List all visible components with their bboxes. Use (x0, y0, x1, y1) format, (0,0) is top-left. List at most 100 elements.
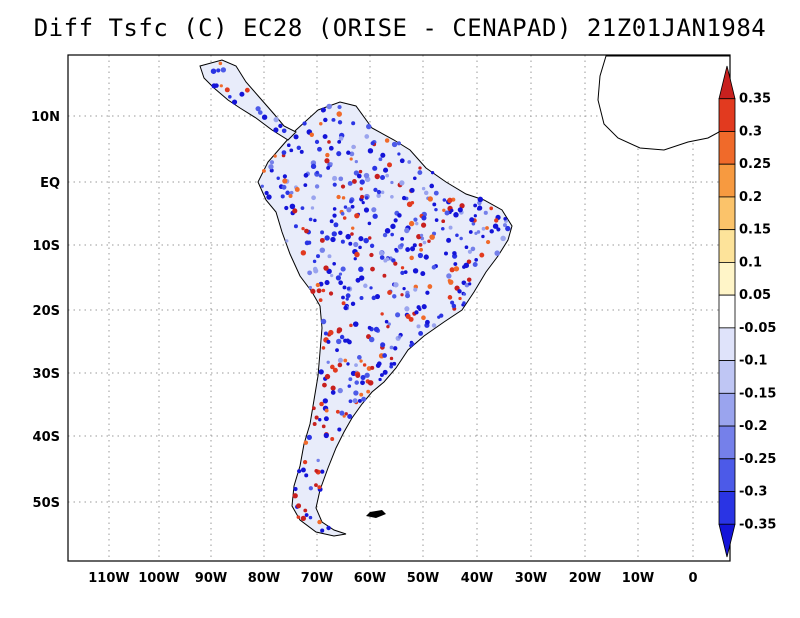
field-dot (328, 291, 334, 296)
field-dot (296, 503, 302, 509)
field-dot (353, 241, 359, 248)
field-dot (292, 208, 298, 214)
field-dot (281, 184, 287, 190)
field-dot (429, 234, 435, 240)
field-dot (447, 278, 451, 283)
field-dot (276, 176, 280, 180)
field-dot (392, 294, 397, 299)
field-dot (360, 194, 365, 199)
field-dot (224, 87, 230, 93)
field-dot (449, 267, 455, 273)
field-dot (473, 214, 477, 218)
field-dot (310, 163, 317, 170)
field-dot (218, 61, 223, 66)
field-dot (398, 335, 402, 339)
field-dot (300, 467, 306, 473)
lon-tick-label: 50W (407, 571, 439, 586)
field-dot (327, 254, 332, 259)
field-dot (458, 296, 462, 301)
field-dot (477, 205, 483, 211)
field-dot (431, 323, 437, 328)
field-dot (350, 301, 356, 307)
field-dot (421, 215, 427, 221)
field-dot (390, 232, 394, 237)
field-dot (351, 179, 357, 184)
field-dot (423, 190, 429, 196)
colorbar-label: 0.25 (739, 157, 771, 172)
field-dot (367, 221, 372, 226)
field-dot (446, 237, 452, 243)
field-dot (349, 199, 354, 204)
field-dot (288, 194, 293, 199)
field-dot (293, 224, 298, 229)
field-dot (410, 342, 415, 346)
field-dot (401, 195, 407, 201)
field-dot (395, 312, 401, 318)
colorbar-label: 0.3 (739, 124, 762, 139)
field-dot (364, 196, 369, 200)
field-dot (316, 458, 320, 463)
field-dot (442, 198, 447, 202)
field-dot (220, 67, 227, 73)
field-dot (489, 229, 494, 234)
field-dot (301, 227, 305, 231)
field-dot (269, 160, 275, 165)
colorbar-label: 0.1 (739, 255, 762, 270)
field-dot (336, 194, 341, 200)
field-dot (343, 358, 348, 363)
field-dot (421, 315, 426, 321)
field-dot (468, 282, 472, 286)
field-dot (326, 103, 332, 110)
field-dot (354, 363, 358, 367)
field-dot (303, 173, 309, 178)
field-dot (273, 154, 277, 158)
field-dot (448, 225, 453, 230)
field-dot (479, 252, 485, 258)
field-dot (450, 300, 455, 305)
field-dot (269, 168, 274, 173)
field-dot (434, 218, 439, 222)
field-dot (326, 165, 331, 170)
lon-tick-label: 40W (461, 571, 493, 586)
field-dot (338, 176, 344, 182)
field-dot (312, 259, 317, 264)
field-dot (347, 414, 353, 419)
field-dot (317, 146, 322, 152)
field-dot (466, 259, 472, 264)
field-dot (282, 178, 288, 184)
field-dot (430, 171, 435, 175)
field-dot (370, 141, 375, 146)
field-dot (394, 247, 398, 252)
field-dot (354, 251, 360, 258)
lon-tick-label: 70W (301, 571, 333, 586)
field-dot (359, 275, 365, 281)
field-dot (407, 160, 412, 164)
field-dot (314, 415, 319, 420)
colorbar-segment (718, 392, 736, 427)
field-dot (389, 364, 394, 369)
colorbar-label: 0.15 (739, 223, 771, 238)
field-dot (337, 387, 343, 394)
field-dot (374, 173, 380, 180)
field-dot (340, 184, 346, 189)
colorbar-label: -0.1 (739, 354, 767, 369)
field-dot (359, 392, 364, 397)
field-dot (316, 254, 321, 259)
field-dot (393, 346, 398, 351)
field-dot (410, 246, 416, 252)
field-dot (389, 362, 394, 366)
field-dot (282, 174, 287, 179)
field-dot (418, 330, 424, 336)
field-dot (476, 230, 481, 234)
field-dot (356, 173, 362, 179)
field-dot (320, 230, 325, 235)
field-dot (414, 310, 419, 315)
field-dot (312, 421, 317, 426)
field-dot (431, 265, 437, 270)
lon-tick-label: 90W (195, 571, 227, 586)
field-dot (382, 232, 388, 238)
colorbar-label: -0.15 (739, 386, 776, 401)
field-dot (318, 369, 324, 375)
field-dot (345, 297, 349, 301)
field-dot (477, 196, 484, 203)
